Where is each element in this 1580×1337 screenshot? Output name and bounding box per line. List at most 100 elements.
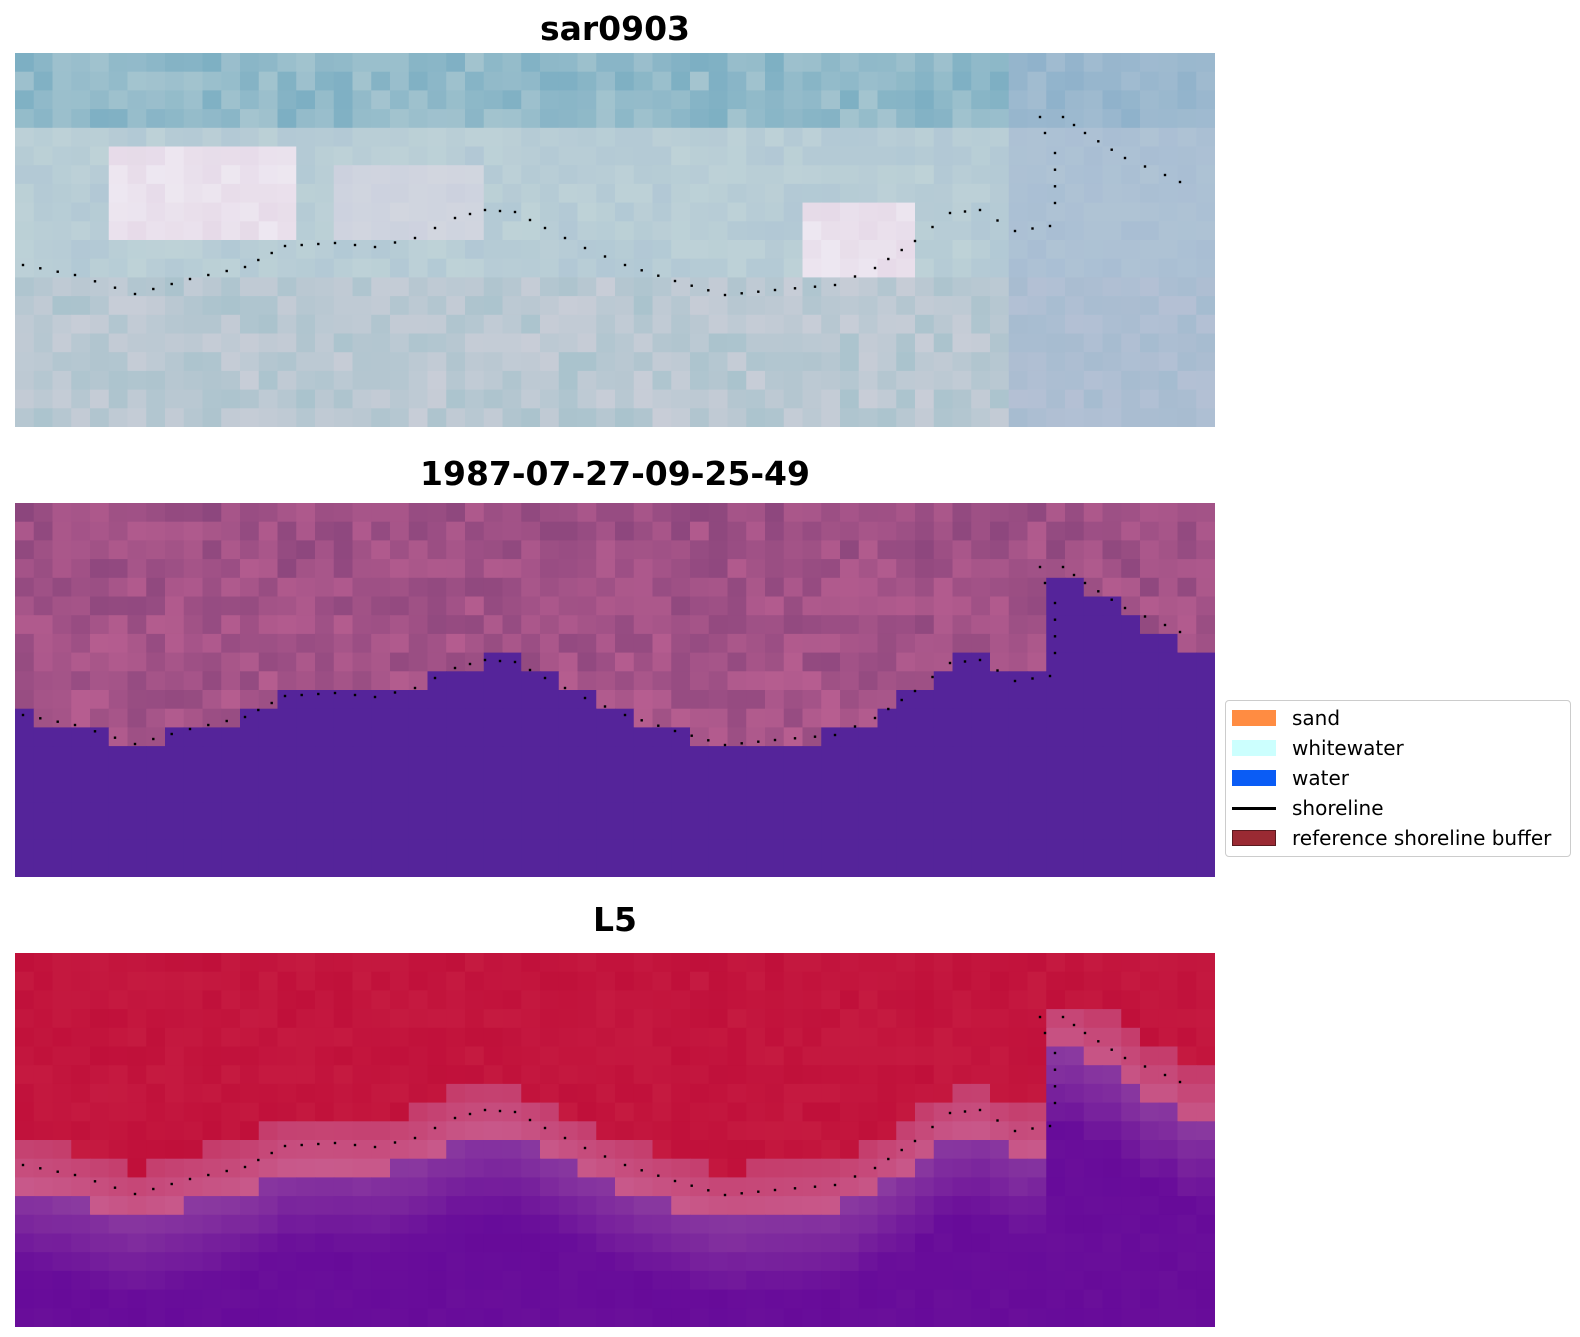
image-pixel [221, 764, 241, 785]
image-pixel [90, 1289, 110, 1309]
image-pixel [1102, 1140, 1122, 1160]
image-pixel [615, 71, 635, 91]
image-pixel [765, 708, 785, 728]
image-pixel [521, 1065, 541, 1085]
image-pixel [765, 90, 785, 110]
image-pixel [858, 333, 879, 353]
image-pixel [408, 540, 429, 560]
image-pixel [652, 596, 672, 616]
image-pixel [596, 408, 616, 427]
image-pixel [1196, 559, 1215, 579]
image-pixel [671, 633, 691, 654]
image-pixel [540, 109, 560, 129]
image-pixel [1121, 971, 1141, 991]
image-pixel [615, 352, 635, 372]
shoreline-point [1038, 1015, 1042, 1019]
image-pixel [708, 1289, 729, 1309]
image-pixel [971, 559, 991, 579]
image-pixel [127, 1046, 147, 1066]
image-pixel [1140, 820, 1160, 841]
image-pixel [446, 221, 466, 241]
image-pixel [896, 1065, 916, 1085]
image-pixel [633, 503, 654, 523]
image-pixel [427, 1083, 447, 1104]
image-pixel [258, 109, 279, 129]
image-pixel [652, 296, 672, 316]
image-pixel [690, 783, 710, 803]
image-pixel [727, 521, 747, 541]
image-pixel [483, 183, 504, 204]
image-pixel [165, 127, 185, 148]
image-pixel [127, 652, 147, 672]
image-pixel [1008, 1308, 1029, 1327]
image-pixel [1196, 802, 1215, 822]
image-pixel [1046, 596, 1066, 616]
image-pixel [258, 971, 279, 991]
image-pixel [1065, 577, 1085, 598]
image-pixel [1083, 633, 1104, 654]
image-pixel [896, 370, 916, 391]
image-pixel [1083, 615, 1104, 635]
image-pixel [558, 71, 579, 91]
image-pixel [540, 1046, 560, 1066]
image-pixel [877, 127, 897, 148]
image-pixel [858, 183, 879, 204]
image-pixel [783, 783, 804, 803]
image-pixel [1196, 1289, 1215, 1309]
image-pixel [502, 370, 522, 391]
image-pixel [390, 727, 410, 747]
image-pixel [221, 1252, 241, 1272]
image-pixel [1083, 109, 1104, 129]
image-pixel [221, 596, 241, 616]
image-pixel [540, 1289, 560, 1309]
image-pixel [858, 352, 879, 372]
image-pixel [690, 258, 710, 278]
image-pixel [1158, 296, 1179, 316]
shoreline-point [1053, 151, 1057, 155]
image-pixel [952, 1102, 972, 1122]
image-pixel [465, 953, 485, 973]
image-pixel [71, 277, 91, 297]
image-pixel [146, 839, 166, 859]
shoreline-point [270, 1151, 273, 1155]
image-pixel [221, 953, 241, 973]
image-pixel [465, 615, 485, 635]
image-pixel [521, 90, 541, 110]
image-pixel [1046, 1102, 1066, 1122]
image-pixel [352, 1177, 372, 1197]
image-pixel [1046, 1027, 1066, 1048]
image-pixel [183, 277, 204, 297]
image-pixel [1046, 540, 1066, 560]
image-pixel [390, 652, 410, 672]
image-pixel [615, 577, 635, 598]
image-pixel [896, 858, 916, 877]
image-pixel [708, 277, 729, 297]
image-pixel [15, 1196, 35, 1216]
image-pixel [1102, 71, 1122, 91]
image-pixel [765, 652, 785, 672]
image-pixel [1121, 240, 1141, 260]
image-pixel [277, 1046, 297, 1066]
image-pixel [352, 521, 372, 541]
image-pixel [652, 559, 672, 579]
image-pixel [877, 71, 897, 91]
image-pixel [427, 671, 447, 691]
image-pixel [165, 240, 185, 260]
image-pixel [1083, 1121, 1104, 1141]
image-pixel [202, 240, 222, 260]
image-pixel [633, 990, 654, 1010]
image-pixel [240, 1121, 260, 1141]
image-pixel [352, 858, 372, 877]
image-pixel [240, 1308, 260, 1327]
image-pixel [465, 109, 485, 129]
image-pixel [183, 1121, 204, 1141]
image-pixel [446, 820, 466, 841]
image-pixel [146, 127, 166, 148]
image-pixel [558, 258, 579, 278]
image-pixel [202, 1270, 222, 1291]
image-pixel [577, 1046, 597, 1066]
image-pixel [952, 1027, 972, 1048]
image-pixel [1046, 1009, 1066, 1029]
image-pixel [52, 802, 72, 822]
image-pixel [1102, 296, 1122, 316]
